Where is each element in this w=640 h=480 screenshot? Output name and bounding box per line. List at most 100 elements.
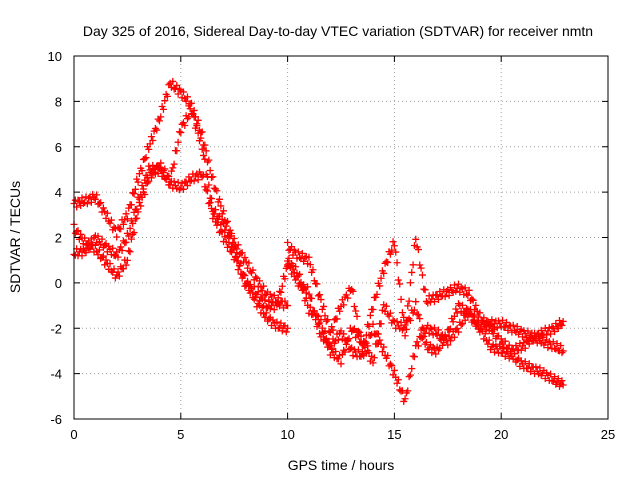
data-point xyxy=(389,316,397,324)
data-point xyxy=(198,145,206,153)
data-point xyxy=(438,341,446,349)
data-point xyxy=(273,318,281,326)
data-point xyxy=(81,234,89,242)
data-point xyxy=(374,330,382,338)
data-point xyxy=(91,195,99,203)
data-point xyxy=(106,219,114,227)
data-point xyxy=(321,312,329,320)
data-point xyxy=(133,214,141,222)
data-point xyxy=(558,321,566,329)
data-point xyxy=(199,151,207,159)
data-point xyxy=(213,187,221,195)
data-point xyxy=(547,370,555,378)
data-point xyxy=(536,364,544,372)
data-point xyxy=(398,309,406,317)
data-point xyxy=(97,199,105,207)
data-point xyxy=(256,277,264,285)
data-point xyxy=(452,305,460,313)
data-point xyxy=(179,185,187,193)
data-point xyxy=(373,340,381,348)
data-point xyxy=(555,317,563,325)
data-point xyxy=(298,249,306,257)
data-point xyxy=(517,357,525,365)
data-point xyxy=(205,156,213,164)
data-point xyxy=(446,337,454,345)
data-point xyxy=(265,315,273,323)
data-point xyxy=(436,287,444,295)
data-point xyxy=(122,238,130,246)
data-point xyxy=(276,287,284,295)
data-point xyxy=(224,243,232,251)
data-point xyxy=(345,335,353,343)
data-point xyxy=(206,166,214,174)
data-point xyxy=(190,177,198,185)
data-point xyxy=(179,88,187,96)
data-point xyxy=(282,328,290,336)
data-point xyxy=(504,326,512,334)
data-point xyxy=(476,309,484,317)
data-point xyxy=(334,336,342,344)
data-point xyxy=(414,311,422,319)
data-point xyxy=(233,249,241,257)
data-point xyxy=(370,354,378,362)
data-point xyxy=(254,288,262,296)
data-point xyxy=(551,373,559,381)
data-point xyxy=(376,336,384,344)
data-point xyxy=(354,327,362,335)
data-point xyxy=(123,215,131,223)
data-point xyxy=(95,246,103,254)
data-point xyxy=(553,378,561,386)
data-point xyxy=(517,346,525,354)
x-tick-label: 10 xyxy=(280,427,294,442)
data-point xyxy=(130,190,138,198)
data-point xyxy=(278,282,286,290)
data-point xyxy=(314,320,322,328)
data-point xyxy=(364,321,372,329)
data-point xyxy=(553,323,561,331)
data-point xyxy=(432,350,440,358)
data-point xyxy=(551,344,559,352)
data-point xyxy=(317,316,325,324)
data-point xyxy=(497,335,505,343)
data-point xyxy=(324,316,332,324)
data-point xyxy=(269,316,277,324)
data-point xyxy=(193,122,201,130)
data-point xyxy=(408,365,416,373)
data-point xyxy=(305,253,313,261)
data-point xyxy=(400,313,408,321)
data-point xyxy=(349,326,357,334)
data-point xyxy=(161,97,169,105)
data-point xyxy=(358,350,366,358)
data-point xyxy=(183,93,191,101)
data-point xyxy=(402,317,410,325)
data-point xyxy=(401,395,409,403)
data-point xyxy=(320,302,328,310)
data-point xyxy=(201,141,209,149)
data-point xyxy=(480,314,488,322)
data-point xyxy=(386,309,394,317)
data-point xyxy=(441,331,449,339)
data-point xyxy=(324,339,332,347)
data-point xyxy=(428,349,436,357)
data-point xyxy=(430,298,438,306)
data-point xyxy=(405,373,413,381)
data-point xyxy=(316,291,324,299)
data-point xyxy=(213,221,221,229)
y-tick-label: 2 xyxy=(55,231,62,246)
data-point xyxy=(559,381,567,389)
data-point xyxy=(521,344,529,352)
data-point xyxy=(313,280,321,288)
data-point xyxy=(107,216,115,224)
data-point xyxy=(261,296,269,304)
data-point xyxy=(123,256,131,264)
data-point xyxy=(162,176,170,184)
data-point xyxy=(110,265,118,273)
data-point xyxy=(524,364,532,372)
data-point xyxy=(281,275,289,283)
data-point xyxy=(454,328,462,336)
data-point xyxy=(205,199,213,207)
data-point xyxy=(262,303,270,311)
data-point xyxy=(461,284,469,292)
data-point xyxy=(126,224,134,232)
data-point xyxy=(388,246,396,254)
